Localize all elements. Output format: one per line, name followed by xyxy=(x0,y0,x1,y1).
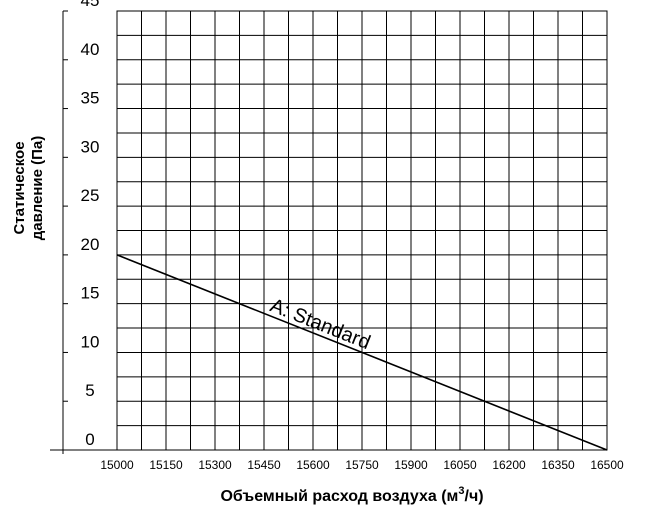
x-axis-label-main: Объемный расход воздуха (м xyxy=(220,488,458,505)
x-tick-label: 15300 xyxy=(198,458,232,472)
plot-border xyxy=(116,10,608,451)
y-tick-label: 20 xyxy=(81,235,100,254)
x-tick-label: 16200 xyxy=(492,458,526,472)
y-axis-label-line2: давление (Па) xyxy=(29,136,46,240)
x-tick-label: 15600 xyxy=(296,458,330,472)
x-tick-label: 16050 xyxy=(443,458,477,472)
x-tick-label: 16350 xyxy=(541,458,575,472)
y-tick-label: 25 xyxy=(81,186,100,205)
y-tick-label: 15 xyxy=(81,284,100,303)
x-axis-ticks: 15000 15150 15300 15450 15600 15750 15900 16050… xyxy=(100,458,624,472)
y-tick-label: 45 xyxy=(81,0,100,10)
plot-frame xyxy=(50,10,608,454)
x-axis-label-sup: 3 xyxy=(458,485,464,497)
x-tick-label: 15750 xyxy=(345,458,379,472)
y-tick-label: 30 xyxy=(81,137,100,156)
y-tick-label: 10 xyxy=(81,332,100,351)
x-tick-label: 15000 xyxy=(100,458,134,472)
y-axis-label-line1: Статическое xyxy=(11,141,28,234)
series-line xyxy=(116,254,608,451)
y-tick-label: 40 xyxy=(81,40,100,59)
grid xyxy=(117,11,607,450)
y-tick-label: 35 xyxy=(81,89,100,108)
y-axis-ticks: 0 5 10 15 20 25 30 35 40 45 xyxy=(81,0,100,449)
x-axis-label: Объемный расход воздуха (м3/ч) xyxy=(220,485,483,505)
x-tick-label: 15150 xyxy=(149,458,183,472)
x-axis-label-end: /ч) xyxy=(465,488,484,505)
y-tick-label: 5 xyxy=(85,381,94,400)
y-tick-label: 0 xyxy=(85,430,94,449)
x-tick-label: 15450 xyxy=(247,458,281,472)
x-tick-label: 16500 xyxy=(590,458,624,472)
x-tick-label: 15900 xyxy=(394,458,428,472)
